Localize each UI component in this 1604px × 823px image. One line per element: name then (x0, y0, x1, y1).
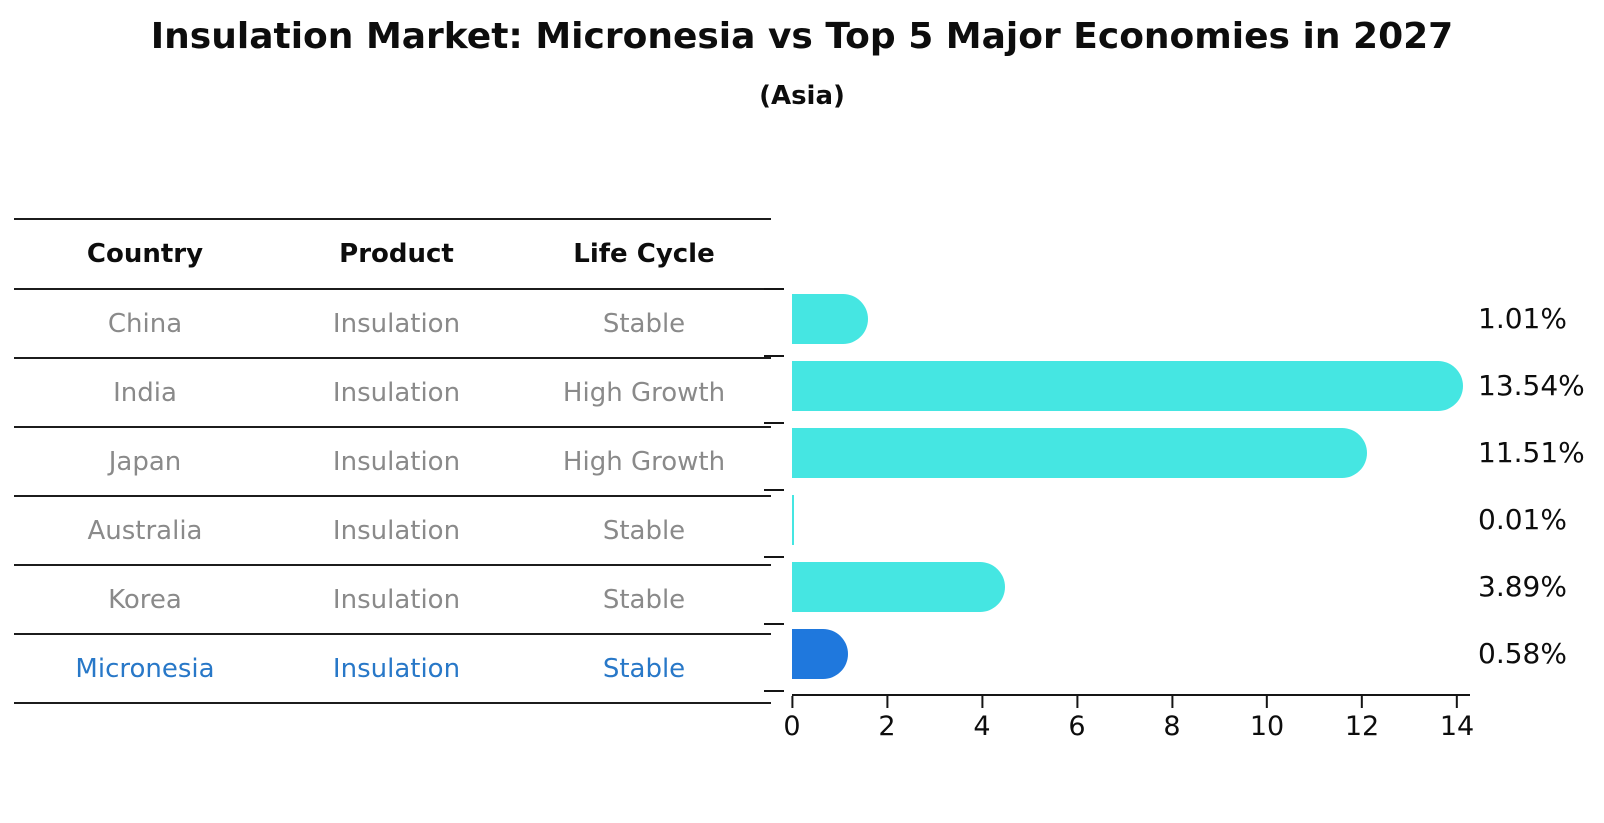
x-axis-tick: 0 (783, 696, 801, 742)
table-row-china: China Insulation Stable (14, 288, 771, 357)
x-axis-tick-label: 0 (783, 711, 801, 742)
bar-value-label: 13.54% (1478, 369, 1585, 402)
bar-row-korea (792, 562, 1005, 612)
x-axis-tick-label: 14 (1439, 711, 1475, 742)
bar-value-label: 11.51% (1478, 436, 1585, 469)
column-header-lifecycle: Life Cycle (573, 239, 715, 269)
country-cell: India (113, 377, 177, 408)
x-axis-tick: 12 (1345, 696, 1379, 742)
country-cell: Japan (108, 446, 182, 477)
chart-subtitle: (Asia) (759, 81, 845, 111)
y-axis-tick (764, 355, 784, 357)
bar-value-label: 0.58% (1478, 637, 1567, 670)
bar-row-india (792, 361, 1463, 411)
tick-mark (981, 696, 983, 708)
lifecycle-cell: Stable (602, 308, 686, 339)
y-axis-tick (764, 556, 784, 558)
tick-mark (1171, 696, 1173, 708)
table-row-micronesia: Micronesia Insulation Stable (14, 633, 771, 702)
lifecycle-cell: Stable (602, 515, 686, 546)
x-axis-tick-label: 8 (1163, 711, 1181, 742)
product-cell: Insulation (332, 446, 461, 477)
chart-title: Insulation Market: Micronesia vs Top 5 M… (150, 16, 1454, 57)
bar-micronesia (792, 629, 848, 679)
product-cell: Insulation (332, 377, 461, 408)
product-cell: Insulation (332, 308, 461, 339)
table-header-row: Country Product Life Cycle (14, 218, 771, 288)
bar-row-micronesia (792, 629, 848, 679)
product-cell: Insulation (332, 584, 461, 615)
y-axis-tick (764, 288, 784, 290)
bar-australia (792, 495, 794, 545)
bar-korea (792, 562, 1005, 612)
tick-mark (791, 696, 793, 708)
product-cell: Insulation (332, 515, 461, 546)
x-axis-line (792, 694, 1470, 696)
tick-mark (1455, 696, 1458, 708)
x-axis-tick: 4 (973, 696, 991, 742)
lifecycle-cell: Stable (602, 653, 686, 684)
country-cell: Australia (87, 515, 203, 546)
x-axis-tick: 8 (1163, 696, 1181, 742)
bar-china (792, 294, 868, 344)
x-axis-tick: 2 (878, 696, 896, 742)
product-cell: Insulation (332, 653, 461, 684)
lifecycle-cell: High Growth (562, 377, 726, 408)
x-axis-tick: 6 (1068, 696, 1086, 742)
x-axis-tick-label: 2 (878, 711, 896, 742)
column-header-country: Country (86, 239, 204, 269)
bar-row-china (792, 294, 868, 344)
x-axis-tick-label: 4 (973, 711, 991, 742)
tick-mark (886, 696, 888, 708)
bar-value-label: 1.01% (1478, 302, 1567, 335)
table-row-japan: Japan Insulation High Growth (14, 426, 771, 495)
bar-row-australia (792, 495, 794, 545)
y-axis-tick (764, 690, 784, 692)
tick-mark (1076, 696, 1078, 708)
lifecycle-cell: Stable (602, 584, 686, 615)
country-cell: China (107, 308, 183, 339)
lifecycle-cell: High Growth (562, 446, 726, 477)
country-cell: Micronesia (75, 653, 215, 684)
x-axis-tick-label: 12 (1344, 711, 1380, 742)
y-axis-tick (764, 623, 784, 625)
y-axis-tick (764, 489, 784, 491)
x-axis-tick-label: 10 (1249, 711, 1285, 742)
table-row-australia: Australia Insulation Stable (14, 495, 771, 564)
data-table: Country Product Life Cycle China Insulat… (14, 218, 771, 704)
bar-japan (792, 428, 1367, 478)
table-row-india: India Insulation High Growth (14, 357, 771, 426)
x-axis-tick: 14 (1440, 696, 1474, 742)
tick-mark (1360, 696, 1363, 708)
x-axis-tick: 10 (1250, 696, 1284, 742)
x-axis-tick-label: 6 (1068, 711, 1086, 742)
bar-row-japan (792, 428, 1367, 478)
bar-india (792, 361, 1463, 411)
tick-mark (1265, 696, 1268, 708)
y-axis-tick (764, 422, 784, 424)
table-row-korea: Korea Insulation Stable (14, 564, 771, 633)
bar-value-label: 3.89% (1478, 570, 1567, 603)
country-cell: Korea (108, 584, 182, 615)
bar-value-label: 0.01% (1478, 503, 1567, 536)
column-header-product: Product (339, 239, 454, 269)
